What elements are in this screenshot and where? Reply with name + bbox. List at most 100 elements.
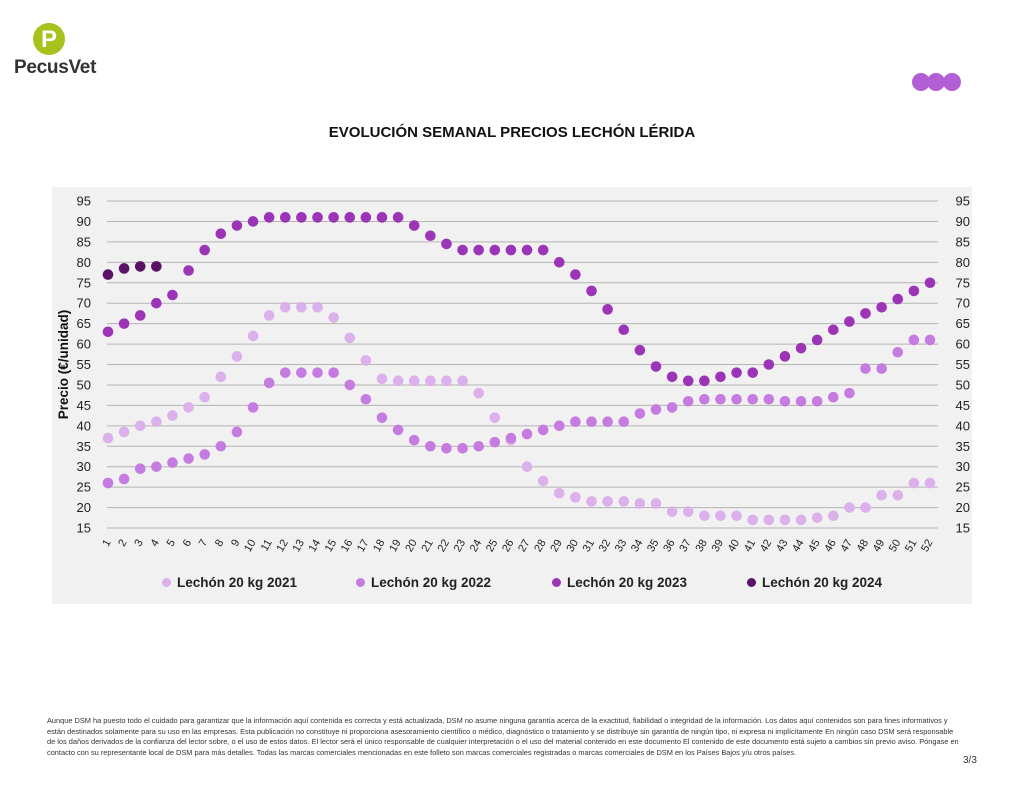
data-point xyxy=(634,408,646,419)
data-point xyxy=(457,375,468,387)
data-point xyxy=(263,377,275,389)
data-point xyxy=(731,393,742,405)
data-point xyxy=(215,228,227,239)
data-point xyxy=(860,363,871,374)
data-point xyxy=(763,393,775,405)
data-point xyxy=(134,463,146,475)
data-point xyxy=(860,308,871,319)
data-point xyxy=(247,216,259,227)
data-point xyxy=(296,212,307,223)
data-point xyxy=(215,440,227,452)
y-tick-label-right: 30 xyxy=(956,459,970,474)
data-point xyxy=(682,506,694,517)
header-dots-icon xyxy=(912,73,964,93)
data-point xyxy=(408,434,420,446)
data-point xyxy=(489,436,501,448)
data-point xyxy=(715,510,726,522)
x-tick-label: 44 xyxy=(790,538,807,555)
legend-item: Lechón 20 kg 2023 xyxy=(552,575,687,590)
x-tick-label: 8 xyxy=(213,538,226,549)
chart-title: EVOLUCIÓN SEMANAL PRECIOS LECHÓN LÉRIDA xyxy=(328,124,696,141)
x-tick-label: 10 xyxy=(242,538,259,555)
data-point xyxy=(167,457,178,468)
data-point xyxy=(441,238,452,250)
data-point xyxy=(715,393,726,405)
y-tick-label-left: 80 xyxy=(77,255,91,270)
y-tick-label-right: 20 xyxy=(956,500,970,515)
x-tick-label: 25 xyxy=(484,538,501,555)
pecusvet-logo: P PecusVet xyxy=(14,22,96,82)
y-tick-label-left: 25 xyxy=(77,480,91,495)
data-point xyxy=(457,244,468,256)
data-point xyxy=(586,416,597,428)
data-point xyxy=(521,461,533,472)
data-point xyxy=(183,453,194,464)
data-point xyxy=(183,265,194,276)
x-tick-label: 26 xyxy=(500,538,517,555)
x-tick-label: 19 xyxy=(387,538,404,555)
data-point xyxy=(666,402,678,413)
data-point xyxy=(844,502,855,513)
x-tick-label: 9 xyxy=(229,538,242,549)
x-tick-label: 28 xyxy=(532,538,549,555)
x-tick-label: 51 xyxy=(903,538,920,555)
data-point xyxy=(699,510,710,522)
data-point xyxy=(586,285,597,297)
y-tick-label-left: 60 xyxy=(77,337,91,352)
x-tick-label: 31 xyxy=(581,538,598,555)
legend-label: Lechón 20 kg 2024 xyxy=(762,575,883,590)
y-tick-label-right: 95 xyxy=(956,194,970,209)
x-tick-label: 20 xyxy=(403,538,420,555)
data-point xyxy=(618,324,630,336)
data-point xyxy=(602,416,613,428)
data-point xyxy=(795,342,807,354)
y-tick-label-right: 65 xyxy=(956,316,970,331)
chart-panel: 15 15 20 20 25 25 30 30 35 35 40 40 45 45 50 50 55 55 60 60… xyxy=(52,187,972,604)
data-point xyxy=(489,244,501,256)
data-point xyxy=(328,312,339,323)
data-point xyxy=(328,367,339,378)
x-tick-label: 46 xyxy=(822,538,839,555)
data-point xyxy=(360,393,372,405)
data-point xyxy=(167,410,178,421)
y-tick-label-right: 75 xyxy=(956,275,970,290)
data-point xyxy=(666,506,678,517)
data-point xyxy=(908,477,920,489)
y-tick-label-left: 95 xyxy=(77,194,91,209)
x-tick-label: 32 xyxy=(597,538,614,555)
data-point xyxy=(682,395,694,407)
y-tick-label-left: 90 xyxy=(77,214,91,229)
data-point xyxy=(521,244,533,256)
data-point xyxy=(376,373,388,385)
legend-item: Lechón 20 kg 2022 xyxy=(356,575,491,590)
data-point xyxy=(731,510,742,522)
data-point xyxy=(876,363,887,374)
data-point xyxy=(586,496,597,507)
data-point xyxy=(505,432,517,444)
data-point xyxy=(231,220,243,231)
legend-label: Lechón 20 kg 2022 xyxy=(371,575,492,590)
data-point xyxy=(570,269,581,280)
data-point xyxy=(827,391,839,403)
data-point xyxy=(279,212,291,223)
data-point xyxy=(634,498,646,509)
data-point xyxy=(312,212,323,223)
data-point xyxy=(102,269,114,280)
x-tick-label: 35 xyxy=(645,538,662,555)
data-point xyxy=(199,244,211,256)
legend-marker-icon xyxy=(747,577,756,587)
x-tick-label: 12 xyxy=(274,538,291,555)
data-point xyxy=(425,230,436,242)
data-point xyxy=(731,367,742,378)
data-point xyxy=(392,424,404,436)
data-point xyxy=(102,477,114,489)
data-point xyxy=(263,310,275,321)
data-point xyxy=(247,402,259,413)
data-point xyxy=(666,371,678,383)
x-tick-label: 41 xyxy=(742,538,759,555)
data-point xyxy=(457,442,468,454)
x-tick-label: 36 xyxy=(661,538,678,555)
data-point xyxy=(328,212,339,223)
data-point xyxy=(489,412,501,423)
y-tick-label-left: 30 xyxy=(77,459,91,474)
